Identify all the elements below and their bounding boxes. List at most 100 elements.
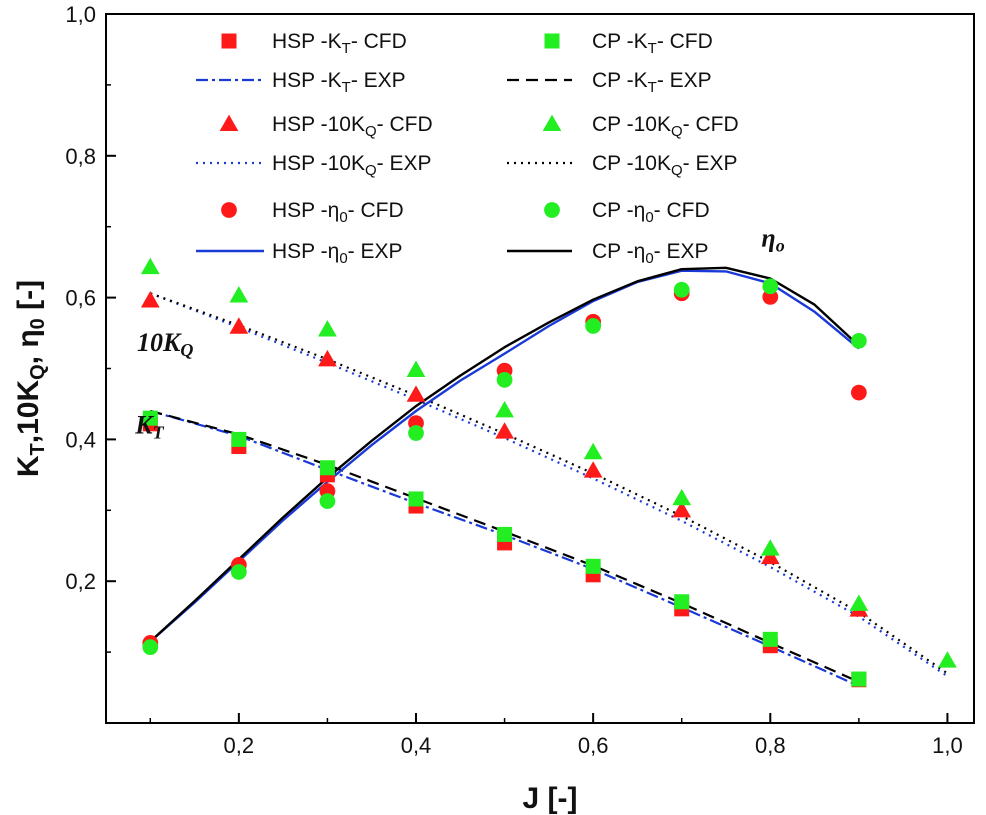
data-point <box>850 384 867 401</box>
data-point <box>408 491 424 507</box>
legend-item-cp-10k-q-exp: CP -10KQ- EXP <box>507 152 738 179</box>
legend-item-cp-0-exp: CP -η0- EXP <box>507 240 709 267</box>
annotations: ηo 10KQ KT <box>134 224 784 444</box>
legend-item-cp-0-cfd: CP -η0- CFD <box>544 199 710 226</box>
data-point <box>849 594 869 611</box>
legend-label: HSP -10KQ- EXP <box>272 152 432 179</box>
data-point <box>229 317 249 334</box>
x-tick-label: 0,8 <box>755 733 786 758</box>
legend-symbol <box>544 202 560 218</box>
data-point <box>674 594 690 610</box>
legend-symbol <box>542 114 562 132</box>
series-line-cp-k-t-exp <box>150 409 860 683</box>
data-point <box>230 564 247 580</box>
data-point <box>673 281 690 298</box>
series-lines <box>149 266 949 688</box>
data-point <box>142 410 158 426</box>
series-cp-0-cfd <box>142 278 867 656</box>
data-point <box>142 639 159 656</box>
data-point <box>319 460 335 476</box>
data-point <box>850 332 867 349</box>
data-point <box>496 371 513 388</box>
legend-label: CP -10KQ- EXP <box>592 152 738 179</box>
series-line-cp-0-exp <box>149 266 860 643</box>
data-point <box>318 349 337 367</box>
data-point <box>229 286 249 303</box>
series-cp-10k-q-cfd <box>140 257 957 668</box>
y-tick-label: 1,0 <box>65 2 96 27</box>
legend-item-hsp-k-t-exp: HSP -KT- EXP <box>196 69 406 96</box>
data-point <box>585 318 602 334</box>
data-point <box>495 400 514 418</box>
series-hsp-0-cfd <box>142 285 867 651</box>
legend-item-hsp-0-cfd: HSP -η0- CFD <box>221 199 404 226</box>
data-point <box>406 385 426 402</box>
legend-item-hsp-0-exp: HSP -η0- EXP <box>196 240 403 267</box>
y-tick-label: 0,6 <box>65 286 96 311</box>
plot-frame <box>105 13 975 724</box>
annotation-kq: 10KQ <box>137 328 193 360</box>
legend-item-cp-k-t-cfd: CP -KT- CFD <box>544 30 713 57</box>
x-tick-label: 1,0 <box>932 733 963 758</box>
legend-item-hsp-k-t-cfd: HSP -KT- CFD <box>221 30 407 57</box>
series-hsp-10k-q-cfd <box>140 291 869 617</box>
data-point <box>583 442 603 460</box>
data-point <box>318 320 337 337</box>
data-point <box>760 547 780 565</box>
data-point <box>140 257 160 275</box>
x-tick-label: 0,4 <box>401 733 432 758</box>
series-line-cp-10k-q-exp <box>149 292 949 675</box>
data-point <box>495 422 514 439</box>
legend-item-cp-k-t-exp: CP -KT- EXP <box>507 69 712 96</box>
data-point <box>760 539 780 556</box>
legend-item-cp-10k-q-cfd: CP -10KQ- CFD <box>542 113 739 140</box>
y-axis-title: KT,10KQ, η0 [-] <box>12 280 49 477</box>
data-point <box>583 461 603 478</box>
x-axis: 0,2 0,4 0,6 0,8 1,0 <box>149 713 963 758</box>
legend-item-hsp-10k-q-cfd: HSP -10KQ- CFD <box>219 113 433 140</box>
annotation-kt: KT <box>134 411 164 443</box>
legend-item-hsp-10k-q-exp: HSP -10KQ- EXP <box>196 152 432 179</box>
y-tick-label: 0,8 <box>65 144 96 169</box>
x-tick-label: 0,6 <box>578 733 609 758</box>
legend-label: CP -KT- EXP <box>592 69 712 96</box>
x-axis-title: J [-] <box>523 782 578 815</box>
legend-label: CP -η0- CFD <box>592 199 710 226</box>
legend-label: HSP -10KQ- CFD <box>272 113 433 140</box>
data-point <box>762 631 778 647</box>
data-point <box>672 488 692 506</box>
legend-symbol <box>221 33 237 49</box>
series-hsp-k-t-cfd <box>142 416 867 688</box>
data-point <box>762 278 779 295</box>
legend-symbol <box>219 114 239 132</box>
x-tick-label: 0,2 <box>224 733 255 758</box>
y-tick-label: 0,4 <box>65 427 96 452</box>
data-point <box>140 291 160 308</box>
series-markers <box>140 257 957 688</box>
legend-symbol <box>544 33 560 49</box>
legend-label: CP -10KQ- CFD <box>592 113 739 140</box>
data-point <box>585 558 601 574</box>
annotation-eta: ηo <box>761 224 784 256</box>
legend-label: HSP -KT- EXP <box>272 69 406 96</box>
series-cp-k-t-cfd <box>142 410 867 687</box>
legend-symbol <box>221 202 237 218</box>
data-point <box>851 671 867 687</box>
legend-label: HSP -η0- EXP <box>272 240 403 267</box>
data-point <box>497 526 513 542</box>
data-point <box>319 493 336 509</box>
series-line-hsp-0-exp <box>149 269 860 643</box>
y-axis: 0,2 0,4 0,6 0,8 1,0 <box>65 2 116 653</box>
y-tick-label: 0,2 <box>65 569 96 594</box>
series-line-hsp-10k-q-exp <box>149 292 949 678</box>
data-point <box>408 425 424 441</box>
legend: HSP -KT- CFD CP -KT- CFD HSP -KT- EXP CP -K… <box>196 30 739 267</box>
data-point <box>672 500 692 518</box>
legend-label: HSP -KT- CFD <box>272 30 407 57</box>
data-point <box>231 431 247 447</box>
plot-area <box>105 13 975 724</box>
legend-label: CP -KT- CFD <box>592 30 713 57</box>
legend-label: HSP -η0- CFD <box>272 199 404 226</box>
data-point <box>938 651 957 668</box>
